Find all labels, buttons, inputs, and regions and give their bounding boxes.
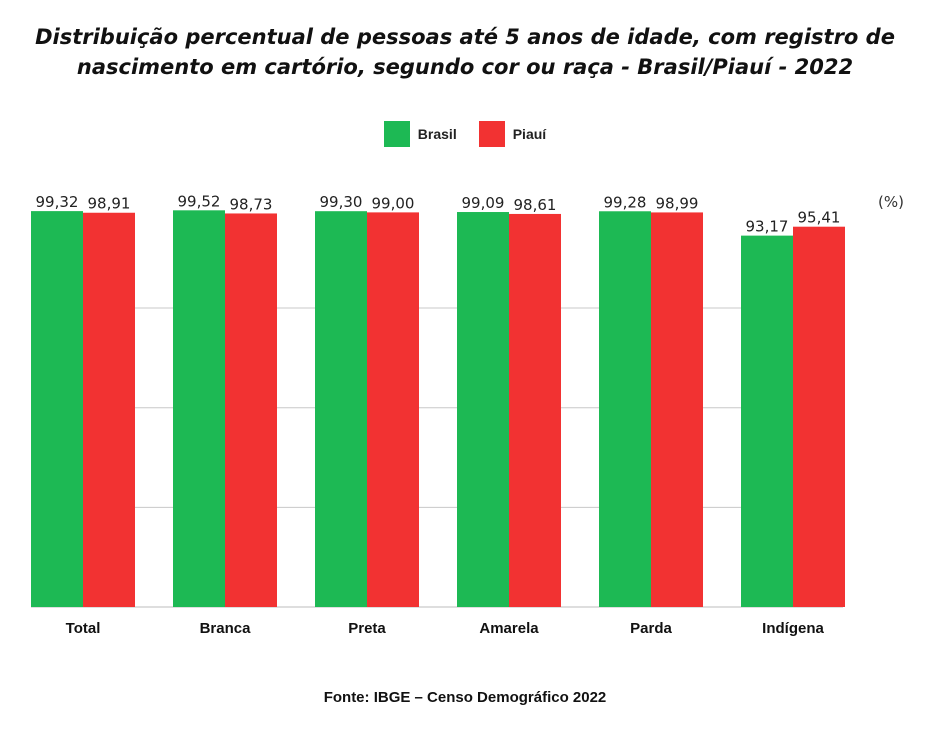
bar-brasil	[741, 235, 793, 607]
chart-title-line-1: Distribuição percentual de pessoas até 5…	[35, 25, 895, 49]
data-label-piaui: 98,73	[230, 195, 273, 213]
bar-piaui	[793, 226, 845, 607]
data-label-brasil: 99,52	[178, 192, 221, 210]
chart-title: Distribuição percentual de pessoas até 5…	[0, 22, 930, 82]
data-label-brasil: 99,32	[36, 193, 79, 211]
bar-piaui	[651, 212, 703, 608]
legend-item-piaui: Piauí	[478, 121, 547, 147]
category-label: Total	[66, 620, 101, 637]
unit-label: (%)	[878, 193, 904, 211]
legend-label-piaui: Piauí	[512, 126, 547, 142]
legend-swatch-piaui	[478, 121, 505, 147]
bar-piaui	[225, 213, 277, 607]
data-label-brasil: 99,09	[462, 194, 505, 212]
bar-brasil	[457, 212, 509, 607]
chart-title-line-2: nascimento em cartório, segundo cor ou r…	[76, 55, 854, 79]
bar-brasil	[31, 211, 83, 607]
legend-swatch-brasil	[383, 121, 410, 147]
data-label-piaui: 98,99	[656, 194, 699, 212]
bar-brasil	[599, 211, 651, 608]
bar-brasil	[173, 210, 225, 607]
legend-item-brasil: Brasil	[383, 121, 457, 147]
data-label-piaui: 99,00	[372, 194, 415, 212]
data-label-piaui: 98,91	[88, 195, 131, 213]
source-note: Fonte: IBGE – Censo Demográfico 2022	[323, 689, 607, 706]
bar-piaui	[509, 213, 561, 607]
legend: Brasil Piauí	[0, 121, 930, 147]
category-label: Preta	[348, 620, 386, 637]
bar-piaui	[83, 212, 135, 607]
data-label-brasil: 99,28	[604, 193, 647, 211]
bar-piaui	[367, 212, 419, 608]
data-label-piaui: 98,61	[514, 196, 557, 214]
category-label: Branca	[200, 620, 252, 637]
category-label: Parda	[630, 620, 672, 637]
data-label-piaui: 95,41	[798, 209, 841, 227]
data-label-brasil: 99,30	[320, 193, 363, 211]
category-label: Indígena	[762, 620, 824, 637]
bar-brasil	[315, 211, 367, 608]
category-label: Amarela	[479, 620, 539, 637]
data-label-brasil: 93,17	[746, 218, 789, 236]
legend-label-brasil: Brasil	[417, 126, 457, 142]
